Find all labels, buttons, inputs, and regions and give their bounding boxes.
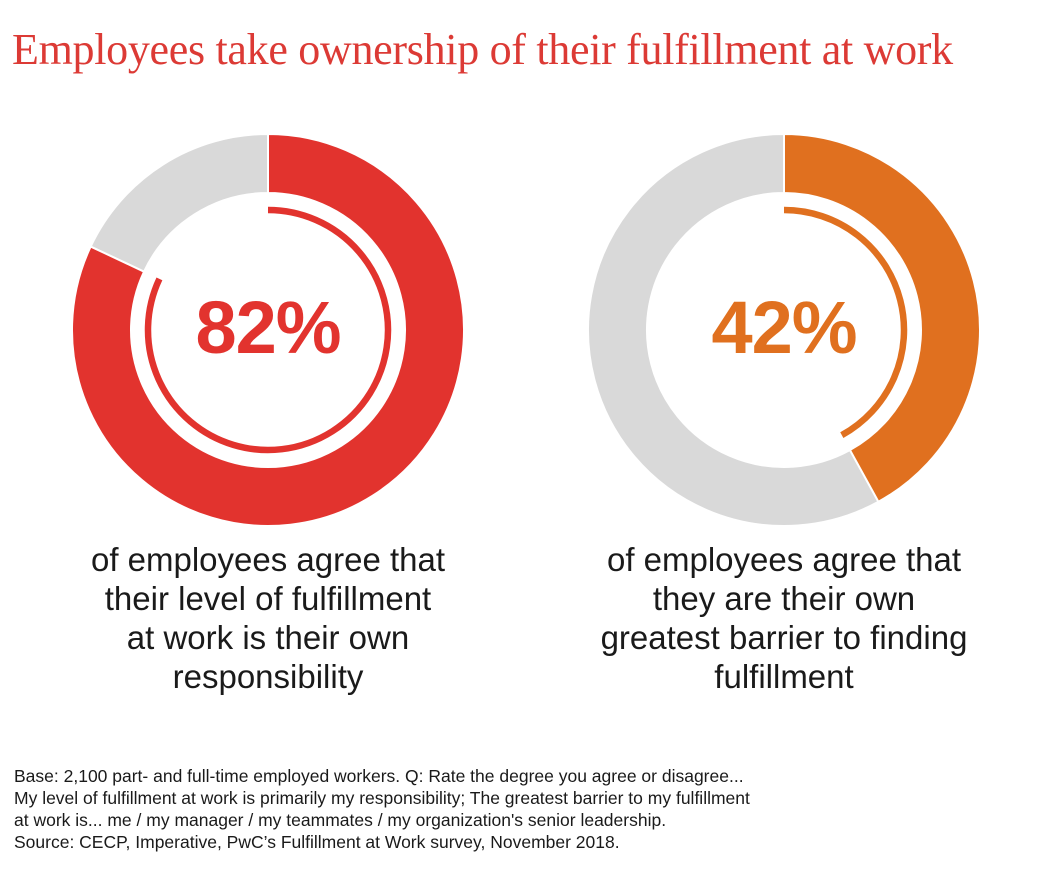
caption-line: of employees agree that <box>90 541 446 578</box>
caption-line: at work is their own <box>126 619 410 656</box>
caption-responsibility: of employees agree that their level of f… <box>38 540 498 696</box>
caption-line: greatest barrier to finding <box>600 619 968 656</box>
caption-line: of employees agree that <box>606 541 962 578</box>
caption-line: they are their own <box>652 580 916 617</box>
caption-line: fulfillment <box>714 658 854 695</box>
donut-chart-responsibility: 82% <box>68 130 468 530</box>
caption-line: responsibility <box>172 658 364 695</box>
footnote: Base: 2,100 part- and full-time employed… <box>14 765 1044 853</box>
chart-title: Employees take ownership of their fulfil… <box>12 25 953 74</box>
footnote-line: My level of fulfillment at work is prima… <box>14 788 750 808</box>
value-label: 82% <box>195 286 341 369</box>
donut-chart-barrier: 42% <box>584 130 984 530</box>
donut-svg-barrier <box>587 132 981 527</box>
donut-inner-arc <box>783 206 908 439</box>
donut-remainder-slice <box>587 132 880 527</box>
donut-svg-responsibility <box>71 132 465 527</box>
caption-line: their level of fulfillment <box>104 580 432 617</box>
footnote-line: Source: CECP, Imperative, PwC’s Fulfillm… <box>14 832 620 852</box>
donut-inner-arc <box>144 206 392 454</box>
value-label: 42% <box>711 286 857 369</box>
caption-barrier: of employees agree that they are their o… <box>554 540 1014 696</box>
footnote-line: Base: 2,100 part- and full-time employed… <box>14 766 744 786</box>
donut-remainder-slice <box>89 132 269 274</box>
donut-value-slice <box>71 132 465 527</box>
donut-value-slice <box>783 132 981 504</box>
footnote-line: at work is... me / my manager / my teamm… <box>14 810 667 830</box>
